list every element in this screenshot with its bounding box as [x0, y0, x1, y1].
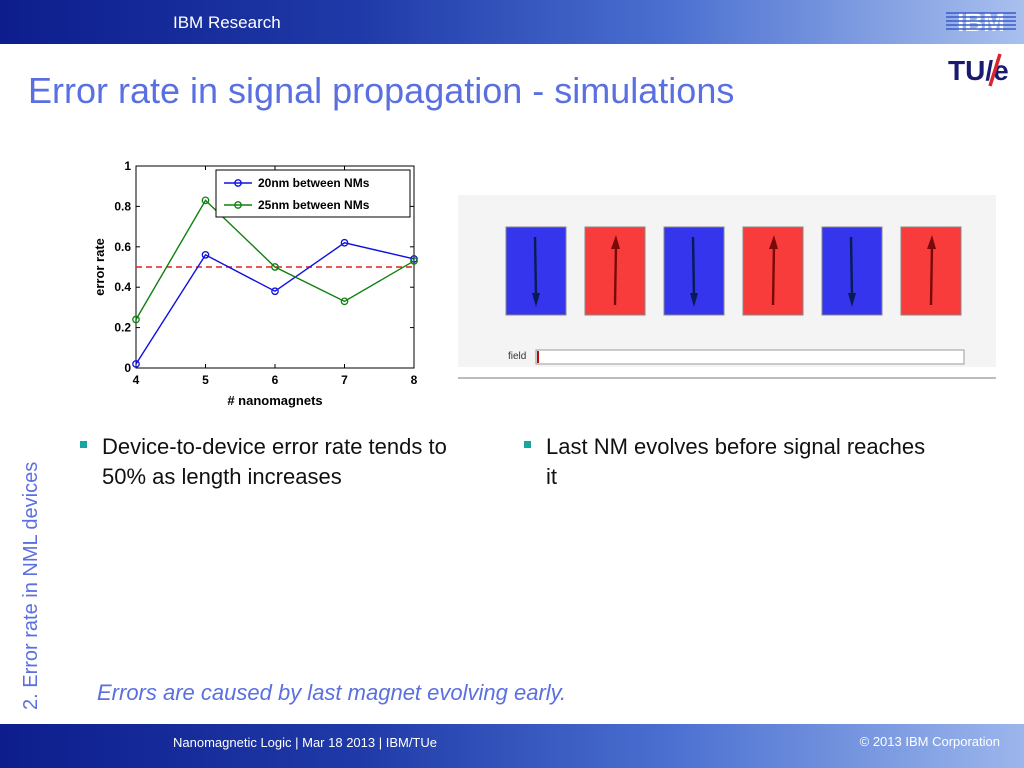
tue-logo: TU/e — [948, 53, 1009, 87]
arrow-down-icon — [690, 293, 698, 307]
ibm-logo: IBM — [946, 7, 1016, 37]
series-line-1 — [135, 242, 415, 365]
legend-label-2: 25nm between NMs — [258, 198, 370, 212]
legend-box — [215, 169, 411, 218]
data-point-series-2 — [132, 315, 140, 324]
field-bar — [535, 349, 965, 365]
nanomagnet-4 — [742, 226, 804, 316]
tue-logo-slash — [988, 53, 1002, 87]
footnote: Errors are caused by last magnet evolvin… — [97, 680, 567, 705]
legend-marker-1 — [234, 179, 242, 187]
simulation-panel: field — [458, 195, 996, 379]
series-line-2 — [135, 199, 415, 320]
x-tick-label: 8 — [411, 373, 418, 387]
slide-title: Error rate in signal propagation - simul… — [28, 70, 735, 111]
x-tick-label: 5 — [202, 373, 209, 387]
arrow-up-icon — [927, 235, 936, 249]
bullet-item: Device-to-device error rate tends to 50%… — [76, 432, 496, 492]
field-label: field — [508, 351, 526, 362]
bullet-item: Last NM evolves before signal reaches it — [520, 432, 940, 492]
ibm-logo-text: IBM — [957, 7, 1005, 37]
data-point-series-2 — [410, 257, 418, 265]
footer-bar: Nanomagnetic Logic | Mar 18 2013 | IBM/T… — [0, 724, 1024, 768]
arrow-up-shaft — [929, 244, 934, 306]
data-point-series-1 — [271, 287, 279, 296]
arrow-down-icon — [848, 293, 856, 307]
x-tick-labels: 4 5 6 7 8 — [133, 373, 418, 387]
y-tick-label: 1 — [124, 159, 131, 173]
data-point-series-1 — [340, 238, 349, 247]
footer-copyright: © 2013 IBM Corporation — [859, 734, 1000, 749]
nanomagnet-1 — [505, 226, 567, 316]
arrow-up-shaft — [771, 244, 776, 306]
nanomagnet-6 — [900, 226, 962, 316]
nanomagnet-2 — [584, 226, 646, 316]
y-tick-label: 0.8 — [114, 199, 131, 213]
arrow-down-shaft — [691, 236, 696, 298]
legend-label-1: 20nm between NMs — [258, 176, 370, 190]
data-point-series-2 — [340, 297, 349, 306]
legend-marker-2 — [234, 201, 242, 209]
footer-left-text: Nanomagnetic Logic | Mar 18 2013 | IBM/T… — [173, 735, 437, 750]
bullet-square-icon — [80, 441, 87, 448]
bullet-list-right: Last NM evolves before signal reaches it — [520, 432, 940, 492]
x-tick-label: 6 — [272, 373, 279, 387]
y-tick-label: 0.6 — [114, 240, 131, 254]
y-tick-labels: 0 0.2 0.4 0.6 0.8 1 — [114, 159, 131, 375]
y-tick-label: 0.4 — [114, 280, 131, 294]
data-point-series-1 — [201, 251, 210, 259]
x-axis-label: # nanomagnets — [227, 393, 322, 408]
arrow-up-shaft — [613, 244, 618, 306]
nanomagnet-5 — [821, 226, 883, 316]
arrow-down-icon — [532, 293, 540, 307]
chart-legend: 20nm between NMs 25nm between NMs — [215, 169, 411, 218]
arrow-up-icon — [769, 235, 778, 249]
y-tick-label: 0.2 — [114, 321, 131, 335]
x-tick-label: 7 — [341, 373, 348, 387]
arrow-up-icon — [611, 235, 620, 249]
arrow-down-shaft — [533, 236, 538, 298]
bullet-text: Device-to-device error rate tends to 50%… — [102, 434, 447, 489]
nanomagnet-row — [505, 226, 962, 316]
data-point-series-2 — [271, 263, 279, 271]
field-level-fill — [537, 351, 539, 363]
bullet-square-icon — [524, 441, 531, 448]
header-bar: IBM Research IBM — [0, 0, 1024, 44]
error-rate-chart: 4 5 6 7 8 0 0.2 0.4 0.6 0.8 1 # nanomagnets error… — [92, 159, 418, 408]
nanomagnet-3 — [663, 226, 725, 316]
y-axis-label: error rate — [92, 238, 107, 296]
x-tick-label: 4 — [133, 373, 140, 387]
section-label: 2. Error rate in NML devices — [20, 461, 42, 710]
bullet-list-left: Device-to-device error rate tends to 50%… — [76, 432, 496, 492]
series-group — [132, 196, 418, 368]
data-point-series-1 — [132, 360, 140, 368]
y-tick-label: 0 — [124, 361, 131, 375]
data-point-series-2 — [201, 196, 210, 205]
arrow-down-shaft — [849, 236, 854, 298]
bullet-text: Last NM evolves before signal reaches it — [546, 434, 926, 489]
header-org: IBM Research — [173, 13, 281, 32]
